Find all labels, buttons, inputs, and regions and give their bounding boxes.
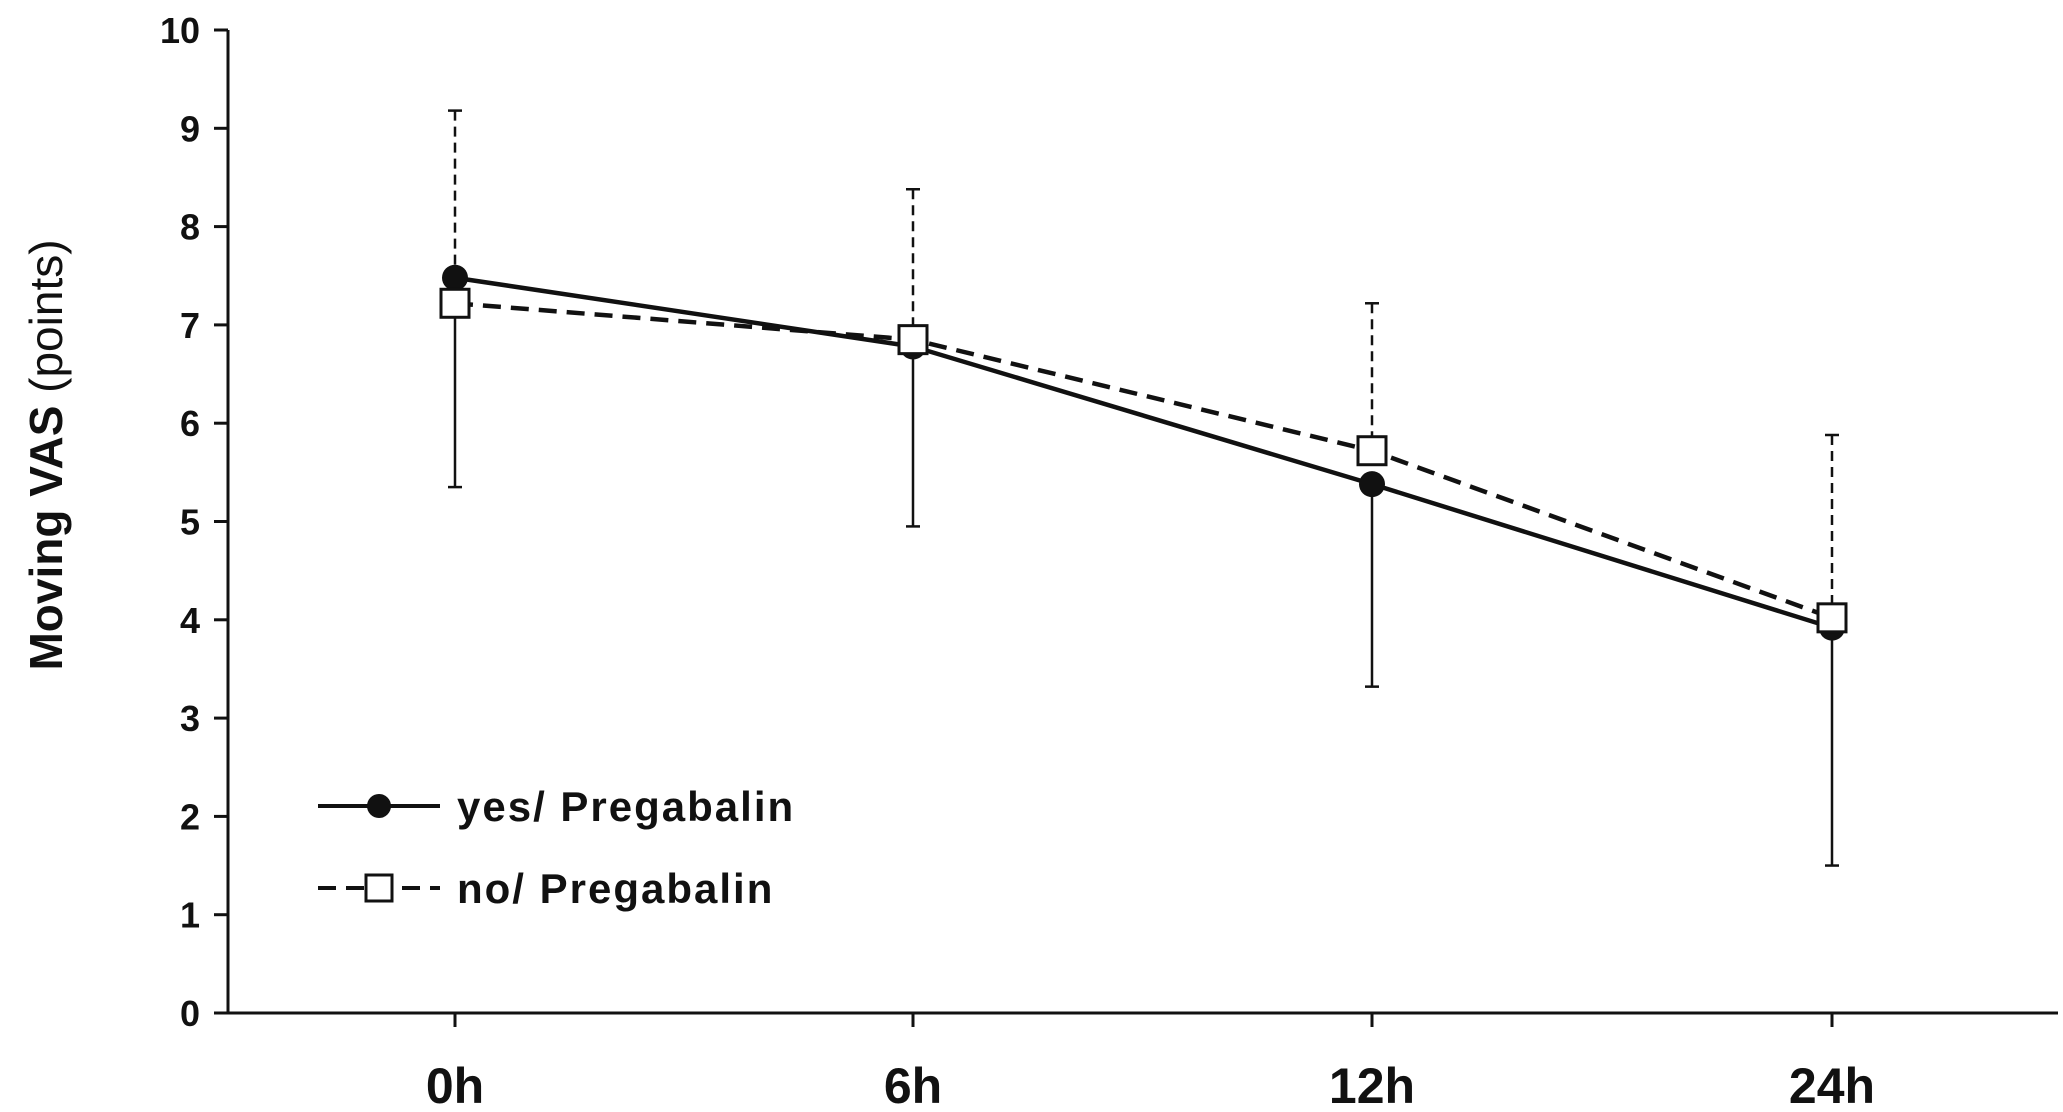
data-point-yes <box>1359 471 1385 498</box>
x-tick-label: 6h <box>884 1058 942 1112</box>
y-tick-label: 6 <box>180 403 200 444</box>
data-point-no <box>1816 602 1848 634</box>
x-axis-ticks: 0h 6h 12h 24h <box>426 1013 1875 1112</box>
legend-label-yes: yes/ Pregabalin <box>457 783 795 830</box>
y-tick-label: 10 <box>160 10 200 51</box>
legend-swatch-marker-no <box>364 873 394 903</box>
series-line-no <box>454 301 1833 620</box>
data-point-no <box>897 324 929 356</box>
y-tick-label: 5 <box>180 502 200 543</box>
data-point-no <box>1356 435 1388 467</box>
series-line-yes <box>454 275 1833 630</box>
y-tick-label: 0 <box>180 993 200 1034</box>
error-bars <box>448 109 1839 867</box>
y-axis-title-main: Moving VAS <box>20 406 72 671</box>
legend-swatch-marker-yes <box>367 794 391 818</box>
x-tick-label: 12h <box>1329 1058 1415 1112</box>
data-point-no <box>439 287 471 319</box>
y-axis-title-unit: (points) <box>20 239 72 405</box>
series-lines <box>454 275 1833 630</box>
legend-label-no: no/ Pregabalin <box>457 865 774 912</box>
legend: yes/ Pregabalin no/ Pregabalin <box>318 783 795 912</box>
y-axis-title: Moving VAS (points) <box>20 239 72 670</box>
y-tick-label: 3 <box>180 698 200 739</box>
y-tick-label: 7 <box>180 305 200 346</box>
y-tick-label: 2 <box>180 796 200 837</box>
y-tick-label: 9 <box>180 108 200 149</box>
y-axis-ticks: 0 1 2 3 4 5 6 7 8 9 10 <box>160 10 228 1034</box>
y-tick-label: 4 <box>180 600 200 641</box>
y-tick-label: 1 <box>180 895 200 936</box>
data-point-yes <box>442 264 468 291</box>
x-tick-label: 0h <box>426 1058 484 1112</box>
y-tick-label: 8 <box>180 207 200 248</box>
x-tick-label: 24h <box>1789 1058 1875 1112</box>
series-markers <box>439 264 1848 641</box>
